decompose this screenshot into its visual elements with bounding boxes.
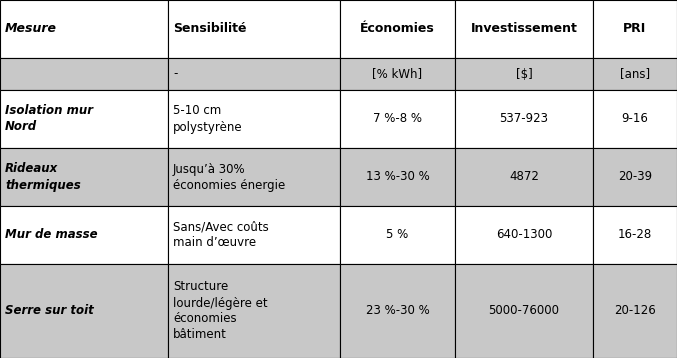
Bar [168,264,340,358]
Bar [0,264,168,358]
Text: Jusqu’à 30%
économies énergie: Jusqu’à 30% économies énergie [173,163,285,192]
Bar [340,0,455,58]
Text: 20-126: 20-126 [614,305,656,318]
Bar [593,264,677,358]
Bar [168,0,340,58]
Bar [0,206,168,264]
Bar [0,0,168,58]
Bar [0,148,168,206]
Text: 16-28: 16-28 [618,228,652,242]
Bar [593,148,677,206]
Text: Économies: Économies [360,23,435,35]
Text: 5-10 cm
polystyrène: 5-10 cm polystyrène [173,105,242,134]
Text: Investissement: Investissement [471,23,577,35]
Text: Sensibilité: Sensibilité [173,23,246,35]
Text: Serre sur toit: Serre sur toit [5,305,93,318]
Text: Rideaux
thermiques: Rideaux thermiques [5,163,81,192]
Bar [340,264,455,358]
Bar [455,0,593,58]
Bar [168,206,340,264]
Bar [168,90,340,148]
Bar [168,58,340,90]
Text: 5000-76000: 5000-76000 [489,305,559,318]
Text: Structure
lourde/légère et
économies
bâtiment: Structure lourde/légère et économies bât… [173,281,267,342]
Text: 640-1300: 640-1300 [496,228,552,242]
Text: 20-39: 20-39 [618,170,652,184]
Text: 4872: 4872 [509,170,539,184]
Bar [455,264,593,358]
Text: PRI: PRI [624,23,647,35]
Text: -: - [173,68,177,81]
Text: [% kWh]: [% kWh] [372,68,422,81]
Bar [593,90,677,148]
Text: Mesure: Mesure [5,23,57,35]
Text: 7 %-8 %: 7 %-8 % [373,112,422,126]
Text: Isolation mur
Nord: Isolation mur Nord [5,105,93,134]
Text: [ans]: [ans] [620,68,650,81]
Bar [340,58,455,90]
Text: Mur de masse: Mur de masse [5,228,97,242]
Bar [168,148,340,206]
Bar [340,90,455,148]
Bar [455,206,593,264]
Text: 23 %-30 %: 23 %-30 % [366,305,429,318]
Bar [593,0,677,58]
Text: Sans/Avec coûts
main d’œuvre: Sans/Avec coûts main d’œuvre [173,221,269,250]
Text: 13 %-30 %: 13 %-30 % [366,170,429,184]
Bar [593,206,677,264]
Bar [455,58,593,90]
Bar [455,148,593,206]
Text: 9-16: 9-16 [621,112,649,126]
Bar [0,58,168,90]
Text: 5 %: 5 % [387,228,409,242]
Bar [340,148,455,206]
Bar [455,90,593,148]
Text: 537-923: 537-923 [500,112,548,126]
Bar [593,58,677,90]
Bar [340,206,455,264]
Bar [0,90,168,148]
Text: [$]: [$] [516,68,532,81]
